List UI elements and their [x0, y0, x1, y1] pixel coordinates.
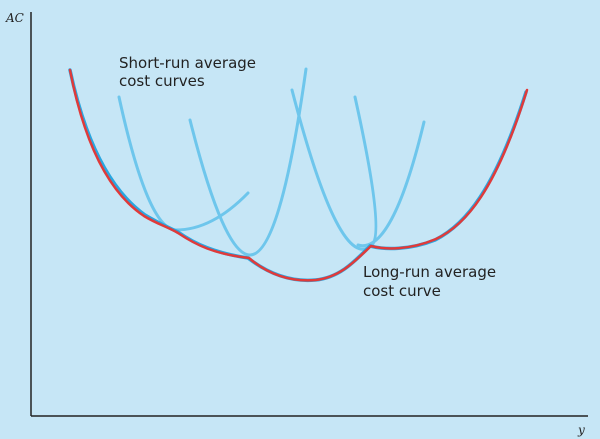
long-run-label-line-1: Long-run average — [363, 263, 496, 281]
short-run-label-line-2: cost curves — [119, 72, 205, 90]
y-axis-label: AC — [5, 11, 24, 25]
short-run-curve-3 — [290, 88, 378, 251]
long-run-label: Long-run average cost curve — [363, 263, 496, 300]
x-axis-label: y — [577, 423, 585, 437]
long-run-label-line-2: cost curve — [363, 282, 441, 300]
short-run-curve-4 — [356, 120, 426, 248]
short-run-label-line-1: Short-run average — [119, 54, 256, 72]
short-run-label: Short-run average cost curves — [119, 54, 256, 90]
long-run-envelope — [68, 68, 529, 282]
short-run-curve-2 — [188, 67, 308, 257]
